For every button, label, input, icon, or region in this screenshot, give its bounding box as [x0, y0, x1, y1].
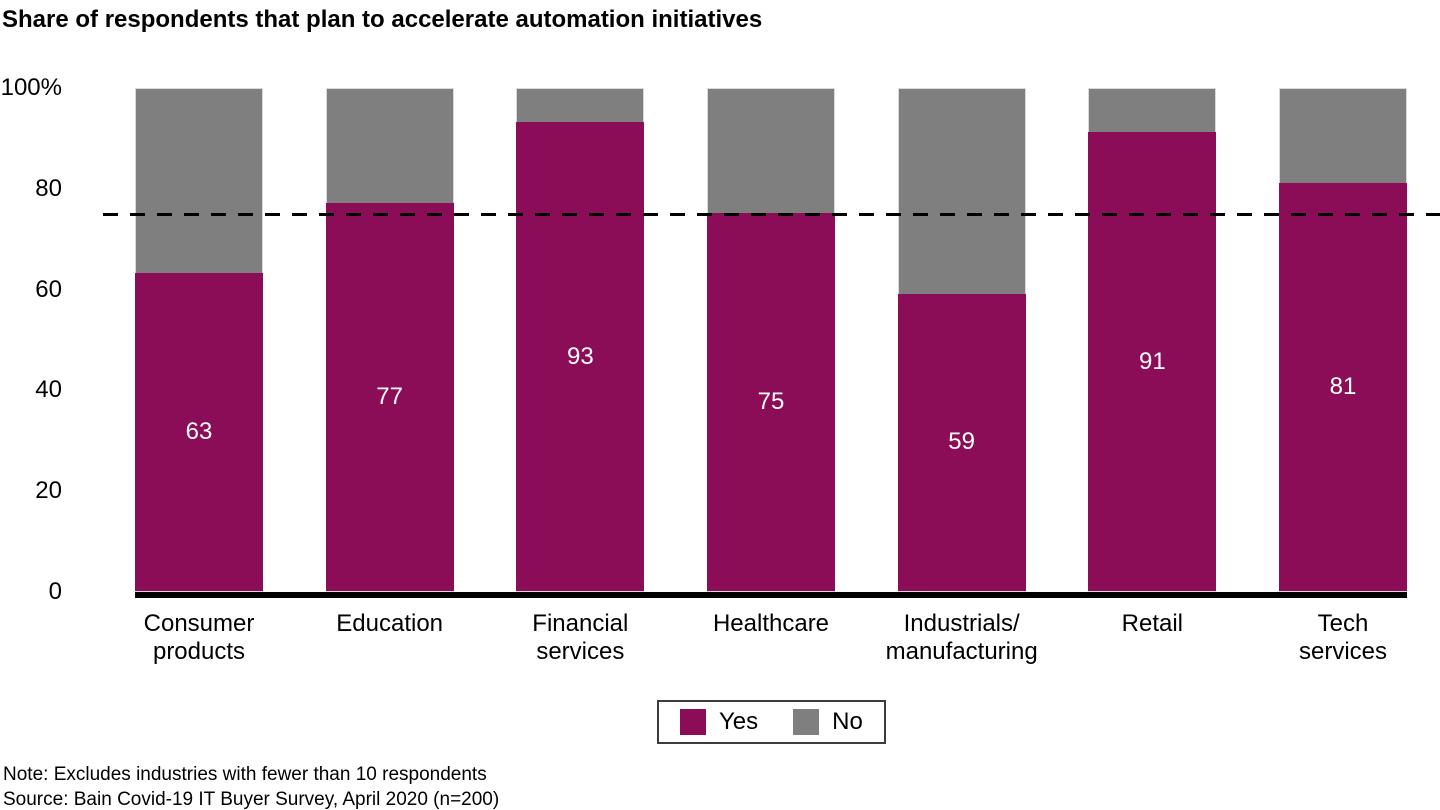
- y-tick-label-80: 80: [35, 174, 62, 202]
- bar-value-label: 77: [376, 382, 403, 410]
- bar-financial-services: 93: [516, 88, 645, 592]
- bar-value-label: 75: [757, 388, 785, 415]
- legend-label-yes: Yes: [719, 708, 759, 735]
- bar-education: 77: [325, 88, 454, 592]
- bar-value-label: 81: [1329, 372, 1357, 400]
- y-tick-label-20: 20: [35, 477, 62, 505]
- bar-industrials-manufacturing: 59: [897, 88, 1026, 592]
- y-tick-label-60: 60: [35, 275, 62, 303]
- legend-item-no: No: [793, 708, 863, 736]
- x-label-education: Education: [336, 610, 444, 637]
- x-label-healthcare: Healthcare: [712, 610, 830, 637]
- bar-value-label: 63: [185, 418, 213, 446]
- y-tick-label-100: 100%: [0, 74, 62, 101]
- yes-segment: 63: [135, 273, 263, 591]
- bar-value-label: 93: [566, 342, 594, 370]
- bar-tech-services: 81: [1279, 88, 1407, 592]
- legend: Yes No: [657, 700, 886, 744]
- legend-swatch-no: [793, 709, 820, 735]
- source-text: Source: Bain Covid-19 IT Buyer Survey, A…: [3, 789, 500, 810]
- dashed-average-reference-line: [103, 213, 1440, 216]
- x-label-industrials-manufacturing: Industrials/manufacturing: [885, 610, 1038, 665]
- note-text: Note: Excludes industries with fewer tha…: [3, 764, 487, 785]
- legend-item-yes: Yes: [680, 708, 758, 736]
- y-tick-label-40: 40: [35, 376, 62, 404]
- chart-title: Share of respondents that plan to accele…: [2, 6, 763, 33]
- x-label-retail: Retail: [1121, 610, 1183, 637]
- yes-segment: 81: [1279, 182, 1407, 591]
- yes-segment: 77: [325, 202, 454, 591]
- y-tick-label-0: 0: [48, 578, 62, 605]
- legend-label-no: No: [832, 708, 863, 735]
- bar-healthcare: 75: [707, 88, 835, 592]
- bar-retail: 91: [1088, 88, 1217, 592]
- yes-segment: 93: [516, 122, 645, 591]
- x-label-financial-services: Financial services: [532, 610, 629, 665]
- legend-swatch-yes: [680, 709, 706, 735]
- yes-segment: 75: [707, 213, 835, 591]
- yes-segment: 91: [1088, 132, 1217, 591]
- bar-value-label: 59: [948, 428, 975, 456]
- x-axis-line: [135, 592, 1407, 598]
- bar-value-label: 91: [1138, 347, 1166, 375]
- x-label-consumer-products: Consumer products: [143, 610, 255, 665]
- bar-consumer-products: 63: [135, 88, 263, 592]
- yes-segment: 59: [897, 293, 1026, 591]
- x-label-tech-services: Tech services: [1298, 610, 1388, 665]
